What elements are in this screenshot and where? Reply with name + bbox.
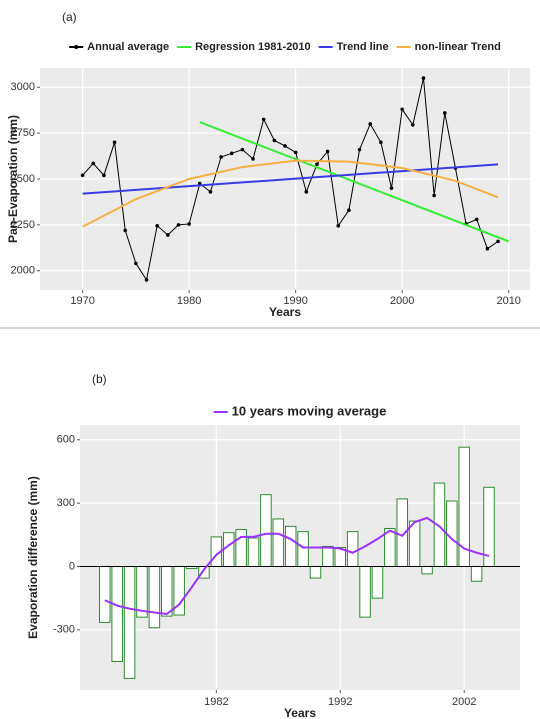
bar [99,565,111,623]
x-tick-label: 2002 [452,696,476,708]
point [389,186,394,190]
point [432,193,436,198]
y-tick-label: 2500 [11,173,35,185]
series-line [82,159,499,228]
point [272,138,277,143]
series-line [104,516,490,616]
point [368,122,373,126]
point [496,239,500,244]
bar [346,531,359,567]
point [283,144,287,148]
point [357,147,362,152]
bar [260,494,272,567]
point [251,157,255,161]
point [379,140,383,145]
bar [272,518,285,567]
y-tick-label: 2000 [11,265,35,277]
point [347,208,351,212]
panel-label: (b) [92,372,107,386]
legend-label: Trend line [337,41,389,53]
point [219,155,223,159]
point [304,190,309,194]
point [293,150,298,155]
point [208,190,213,194]
point [336,223,341,228]
point [325,149,330,154]
point [144,278,149,282]
legend-label: Annual average [87,41,169,53]
bar [111,565,123,662]
point [102,173,106,178]
y-tick-label: 2250 [11,219,35,231]
series-line [82,77,499,282]
x-tick-label: 1980 [177,295,201,307]
y-tick-label: -300 [53,624,75,636]
bar [160,565,173,617]
bar [148,565,161,629]
series-line [199,121,510,243]
legend-marker [74,45,79,49]
point [80,173,85,178]
y-tick-label: 2750 [11,127,35,139]
x-tick-label: 1992 [328,696,352,708]
x-tick-label: 2010 [496,295,520,307]
point [229,151,234,156]
x-tick-label: 2000 [390,295,414,307]
point [485,246,490,251]
legend: 10 years moving average [213,403,387,418]
x-tick-label: 1970 [70,295,94,307]
point [261,117,266,122]
y-tick-label: 0 [69,560,75,572]
bar [123,565,136,679]
bar [297,531,309,567]
legend-label: non-linear Trend [415,41,501,53]
y-axis-title: Pan-Evaporation (mm) [6,115,20,243]
bar [322,545,334,567]
legend-label: 10 years moving average [232,403,387,418]
bar [284,525,297,567]
point [123,228,128,233]
bar [359,565,371,618]
point [155,223,159,228]
legend: Annual average Regression 1981-2010 Trend … [69,41,501,53]
point [442,111,447,115]
bar [247,537,260,567]
point [315,162,319,167]
bar [470,565,483,582]
point [400,107,404,112]
bar [309,565,322,579]
point [474,217,479,222]
point [134,261,138,266]
bar [235,529,247,567]
x-tick-label: 1982 [204,696,228,708]
bar [222,532,235,567]
series-line [82,163,499,195]
point [176,223,181,227]
point [240,147,245,152]
panel-label: (a) [62,10,77,24]
point [187,222,191,226]
x-tick-label: 1990 [283,295,307,307]
bar [446,500,458,567]
legend-label: Regression 1981-2010 [195,41,311,53]
bar [421,565,433,575]
y-tick-label: 300 [57,497,75,509]
point [411,123,415,127]
y-tick-label: 600 [57,434,75,446]
point [112,140,117,145]
point [421,76,426,80]
y-tick-label: 3000 [11,81,35,93]
x-axis-title: Years [284,706,316,719]
bar [408,520,421,567]
point [91,161,96,166]
y-axis-title: Evaporation difference (mm) [26,476,40,639]
point [166,233,170,237]
bar [371,565,384,599]
x-axis-title: Years [269,305,301,319]
